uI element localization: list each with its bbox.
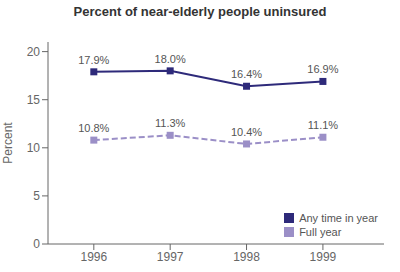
svg-text:0: 0 [33,237,40,251]
svg-text:17.9%: 17.9% [78,54,109,66]
svg-text:1997: 1997 [157,250,184,264]
svg-text:20: 20 [27,45,41,59]
svg-text:16.9%: 16.9% [307,63,338,75]
svg-text:10: 10 [27,141,41,155]
svg-text:1999: 1999 [310,250,337,264]
html-text:Full year: Full year [299,226,342,238]
svg-text:15: 15 [27,93,41,107]
svg-text:10.4%: 10.4% [231,126,262,138]
svg-text:5: 5 [33,189,40,203]
svg-text:1998: 1998 [233,250,260,264]
svg-text:11.1%: 11.1% [308,119,339,131]
html-text:Any time in year: Any time in year [299,212,378,224]
svg-text:11.3%: 11.3% [155,117,186,129]
svg-text:18.0%: 18.0% [155,53,186,65]
svg-text:10.8%: 10.8% [78,122,109,134]
svg-text:1996: 1996 [80,250,107,264]
svg-text:16.4%: 16.4% [231,68,262,80]
svg-text:Percent: Percent [8,122,15,164]
html-text:Percent of near-elderly people: Percent of near-elderly people uninsured [73,4,327,19]
